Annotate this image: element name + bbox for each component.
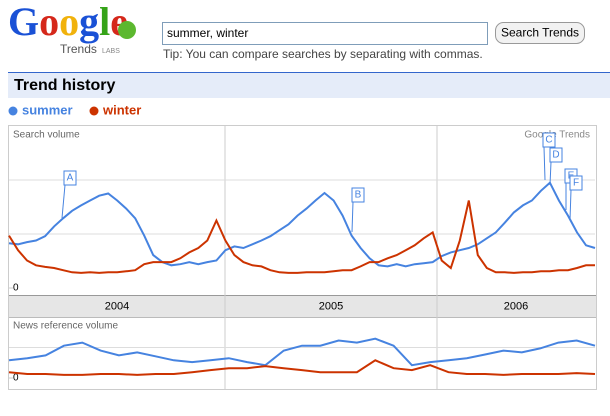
year-bar — [9, 295, 596, 318]
annotation-label: B — [355, 190, 362, 201]
section-title: Trend history — [14, 77, 115, 94]
annotation-pointer — [569, 189, 572, 221]
annotation-box — [569, 175, 583, 191]
y-tick-label: 0 — [13, 283, 19, 294]
y-tick-label: 0 — [13, 373, 19, 384]
tip: Tip: You can compare searches by separat… — [163, 47, 483, 61]
chart-title: Search volume — [13, 130, 80, 141]
series-line — [8, 200, 595, 274]
legend-dot — [8, 106, 18, 116]
annotation-box — [549, 147, 563, 163]
annotation-pointer — [61, 184, 66, 219]
legend-label: summer — [22, 102, 73, 117]
search-box[interactable] — [162, 22, 488, 45]
year-label: 2006 — [504, 300, 528, 312]
annotation-box — [542, 132, 556, 148]
year-label: 2004 — [105, 300, 129, 312]
series-line — [8, 181, 596, 268]
chart-title: News reference volume — [13, 321, 118, 332]
annotation-label: C — [545, 135, 552, 146]
logo-labs: LABS — [102, 48, 120, 55]
annotation-box — [351, 187, 365, 203]
series-line — [8, 359, 596, 376]
annotation-label: A — [67, 173, 74, 184]
logo-flask — [118, 21, 136, 39]
annotation-pointer — [351, 201, 354, 233]
annotation-pointer — [549, 161, 552, 186]
search-query[interactable]: summer, winter — [167, 26, 248, 40]
series-line — [8, 337, 596, 367]
year-label: 2005 — [319, 300, 343, 312]
legend-dot — [89, 106, 99, 116]
section-bar — [8, 72, 610, 98]
watermark: Google Trends — [524, 130, 590, 141]
legend-label: winter — [102, 102, 141, 117]
logo: Google — [8, 0, 128, 44]
search-button-label[interactable]: Search Trends — [501, 26, 579, 40]
logo-product: Trends — [60, 42, 97, 56]
annotation-label: F — [573, 178, 579, 189]
annotation-label: D — [552, 150, 559, 161]
annotation-box — [63, 170, 77, 186]
search-button[interactable] — [495, 22, 585, 44]
annotation-pointer — [543, 146, 546, 181]
